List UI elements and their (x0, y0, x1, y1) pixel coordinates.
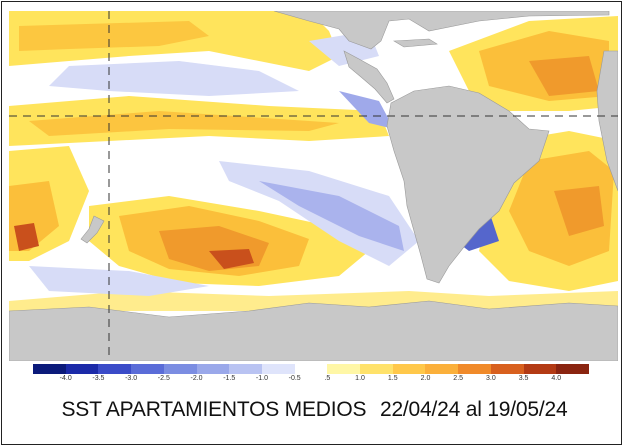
color-scale-swatch (360, 364, 393, 374)
color-scale-tick-label: -3.0 (125, 375, 138, 382)
title-period: 22/04/24 al 19/05/24 (379, 398, 568, 421)
color-scale-swatch (163, 364, 197, 374)
caribbean-islands (393, 38, 438, 48)
color-scale-tick-label: .5 (324, 375, 331, 382)
color-scale-ticks: -4.0 -3.5 -3.0 -2.5 -2.0 -1.5 -1.0 -0.5 .5 1.0 1.5… (33, 375, 589, 387)
color-scale-swatch (327, 364, 361, 374)
land-layer (9, 11, 618, 361)
color-scale-swatch (196, 364, 230, 374)
color-scale-tick-label: -4.0 (59, 375, 72, 382)
title-main: SST APARTAMIENTOS MEDIOS (61, 398, 367, 421)
color-scale-tick-label: 2.5 (453, 375, 464, 382)
south-america-land (386, 85, 550, 284)
color-scale-tick-label: 4.0 (551, 375, 562, 382)
sst-anomaly-map (9, 11, 618, 361)
color-scale-tick-label: -2.5 (157, 375, 170, 382)
color-scale-swatch (490, 364, 524, 374)
color-scale-tick-label: -1.0 (255, 375, 268, 382)
color-scale-swatch (261, 364, 295, 374)
color-scale-tick-label: 3.0 (486, 375, 496, 382)
color-scale-swatch (229, 364, 262, 374)
color-scale-swatch (523, 364, 557, 374)
africa-land (596, 50, 618, 192)
color-scale-bar (33, 364, 589, 374)
color-scale-tick-label: -2.0 (190, 375, 203, 382)
figure-title: SST APARTAMIENTOS MEDIOS 22/04/24 al 19/… (2, 398, 625, 422)
color-scale-swatch (425, 364, 459, 374)
color-scale-tick-label: -1.5 (223, 375, 236, 382)
color-scale-tick-label: -3.5 (92, 375, 105, 382)
central-america-land (343, 50, 395, 104)
color-scale-swatch (33, 364, 66, 374)
antarctica-land (9, 300, 618, 361)
color-scale-tick-label: 2.0 (420, 375, 431, 382)
color-scale-tick-label: 1.0 (355, 375, 365, 382)
color-scale-tick-label: -0.5 (288, 375, 301, 382)
color-scale-swatch (294, 364, 328, 374)
color-scale-swatch (392, 364, 426, 374)
north-america-land (273, 11, 610, 50)
color-scale-swatch (556, 364, 589, 374)
color-scale-swatch (98, 364, 132, 374)
color-scale-tick-label: 1.5 (387, 375, 398, 382)
color-scale-swatch (65, 364, 99, 374)
color-scale-swatch (131, 364, 164, 374)
new-zealand-land (80, 215, 105, 244)
color-scale-swatch (458, 364, 491, 374)
color-scale-tick-label: 3.5 (518, 375, 529, 382)
